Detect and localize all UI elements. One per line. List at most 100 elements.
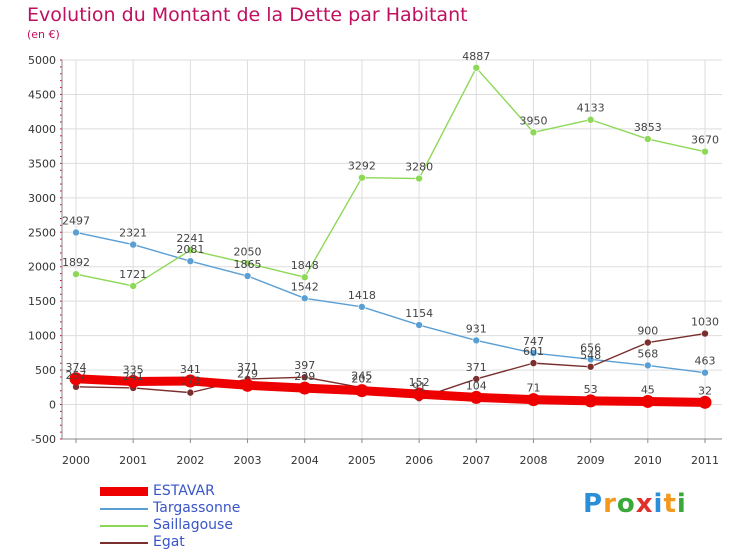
data-point — [641, 394, 655, 408]
data-point — [69, 372, 83, 386]
data-point — [186, 257, 195, 265]
x-tick-label: 2009 — [577, 454, 605, 467]
y-tick-label: 5000 — [28, 54, 56, 67]
data-label: 1154 — [405, 307, 433, 320]
logo-letter: t — [663, 489, 677, 519]
series-line-estavar — [71, 374, 710, 407]
data-label: 397 — [294, 359, 315, 372]
data-label: 371 — [237, 361, 258, 374]
data-label: 104 — [466, 379, 487, 392]
legend-label: Saillagouse — [153, 517, 233, 533]
data-label: 3950 — [519, 114, 547, 127]
data-label: 3280 — [405, 161, 433, 174]
y-tick-label: 4000 — [28, 123, 56, 136]
data-label: 202 — [351, 373, 372, 386]
data-point — [701, 329, 709, 338]
logo-letter: x — [635, 489, 654, 519]
data-point — [186, 246, 195, 254]
series-line-saillagouse — [75, 67, 706, 287]
data-label: 931 — [466, 322, 487, 335]
data-label: 1848 — [291, 259, 319, 272]
y-tick-label: 2500 — [28, 226, 56, 239]
data-label: 1892 — [62, 256, 90, 269]
x-tick-label: 2003 — [234, 454, 262, 467]
legend-label: Egat — [153, 534, 185, 550]
data-label: 53 — [584, 383, 598, 396]
data-label: 2497 — [62, 214, 90, 227]
y-tick-label: 4500 — [28, 88, 56, 101]
data-point — [586, 115, 595, 124]
logo-letter: o — [616, 489, 636, 519]
data-label: 257 — [66, 369, 87, 382]
y-tick-label: 3000 — [28, 192, 56, 205]
x-tick-label: 2011 — [691, 454, 719, 467]
data-point — [72, 228, 80, 237]
logo-letter: i — [653, 489, 664, 519]
y-tick-label: -500 — [31, 433, 56, 446]
data-label: 2321 — [119, 227, 147, 240]
data-point — [526, 393, 540, 407]
x-tick-label: 2005 — [348, 454, 376, 467]
data-label: 91 — [412, 380, 426, 393]
y-tick-label: 2000 — [28, 261, 56, 274]
data-point — [469, 390, 483, 404]
data-label: 32 — [698, 384, 712, 397]
data-label: 2081 — [176, 243, 204, 256]
data-point — [72, 270, 80, 278]
data-point — [300, 273, 309, 282]
logo-letter: P — [583, 489, 604, 519]
data-point — [584, 394, 598, 408]
legend-swatch — [100, 508, 148, 510]
data-label: 45 — [641, 383, 655, 396]
data-point — [415, 174, 423, 183]
data-point — [126, 374, 140, 388]
data-label: 152 — [409, 376, 430, 389]
data-label: 2050 — [234, 245, 262, 258]
data-point — [129, 240, 137, 249]
data-point — [241, 378, 255, 392]
data-label: 568 — [637, 347, 658, 360]
data-label: 747 — [523, 335, 544, 348]
data-point — [644, 361, 652, 370]
data-label: 341 — [180, 363, 201, 376]
logo-letter: r — [603, 489, 617, 519]
data-label: 3853 — [634, 121, 662, 134]
data-label: 1721 — [119, 268, 147, 281]
x-tick-label: 2001 — [119, 454, 147, 467]
data-label: 4887 — [462, 50, 490, 63]
data-label: 548 — [580, 349, 601, 362]
data-label: 279 — [237, 367, 258, 380]
data-label: 239 — [294, 370, 315, 383]
y-tick-label: 500 — [35, 364, 56, 377]
data-point — [472, 63, 481, 72]
x-tick-label: 2002 — [176, 454, 204, 467]
data-point — [300, 373, 309, 381]
data-point — [529, 359, 538, 367]
data-point — [300, 294, 309, 303]
data-point — [298, 381, 312, 395]
data-label: 2241 — [176, 232, 204, 245]
legend-swatch — [100, 542, 148, 544]
series-line-targassonne — [75, 231, 706, 374]
y-tick-label: 0 — [49, 399, 56, 412]
chart-title: Evolution du Montant de la Dette par Hab… — [27, 4, 468, 26]
data-point — [644, 338, 652, 347]
data-label: 900 — [637, 325, 658, 338]
data-label: 4133 — [577, 102, 605, 115]
data-label: 1865 — [234, 258, 262, 271]
data-point — [355, 384, 369, 398]
y-tick-label: 3500 — [28, 157, 56, 170]
data-point — [586, 355, 595, 364]
data-label: 3292 — [348, 160, 376, 173]
y-tick-label: 1500 — [28, 295, 56, 308]
x-tick-label: 2007 — [462, 454, 490, 467]
data-label: 374 — [66, 361, 87, 374]
data-label: 601 — [523, 345, 544, 358]
data-label: 371 — [466, 361, 487, 374]
data-label: 656 — [580, 341, 601, 354]
data-point — [183, 374, 197, 388]
x-tick-label: 2010 — [634, 454, 662, 467]
data-point — [412, 387, 426, 401]
data-label: 1030 — [691, 316, 719, 329]
